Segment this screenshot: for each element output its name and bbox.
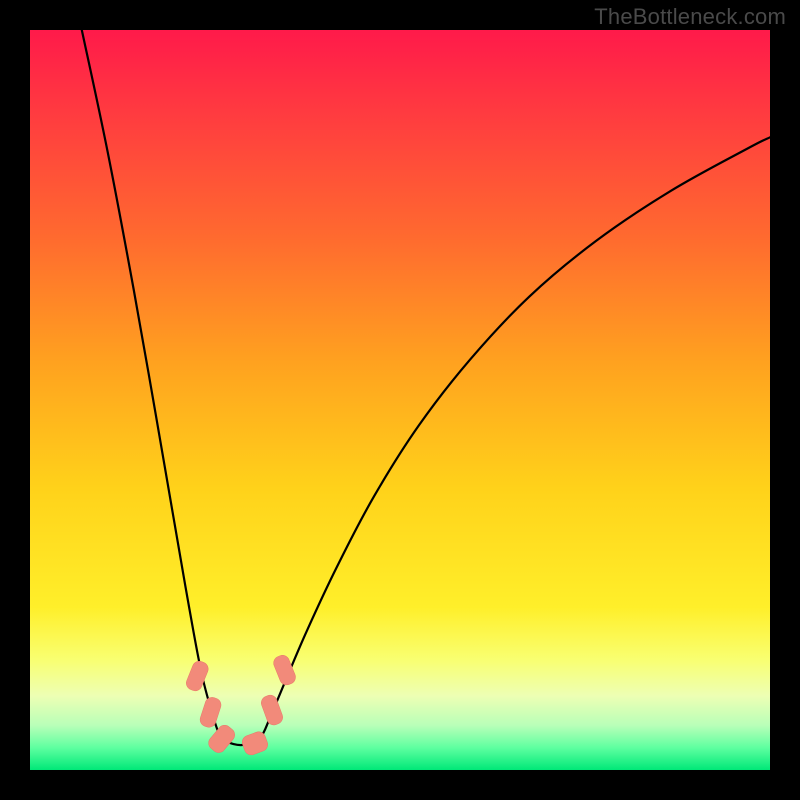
bottleneck-chart	[30, 30, 770, 770]
gradient-background	[30, 30, 770, 770]
watermark-text: TheBottleneck.com	[594, 4, 786, 30]
